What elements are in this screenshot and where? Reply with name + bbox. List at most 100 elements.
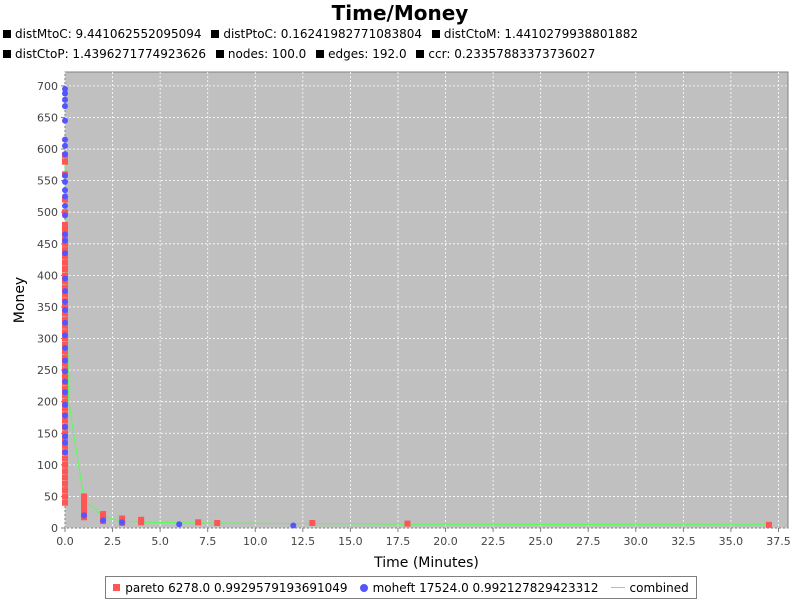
pareto-point [81, 493, 88, 500]
subtitle-row-1: distMtoC: 9.441062552095094 distPtoC: 0.… [3, 27, 644, 41]
pareto-point [62, 247, 68, 254]
moheft-point [62, 142, 68, 149]
moheft-point [62, 178, 68, 185]
subtitle-row-2: distCtoP: 1.4396271774923626 nodes: 100.… [3, 47, 601, 61]
pareto-point [81, 496, 88, 503]
moheft-point [62, 298, 68, 305]
y-tick-label: 200 [37, 396, 58, 409]
moheft-point [62, 117, 68, 124]
moheft-point [62, 193, 68, 200]
moheft-point [62, 275, 68, 282]
moheft-point [100, 517, 107, 524]
x-tick-label: 37.5 [766, 535, 791, 548]
pareto-point [81, 509, 88, 516]
legend-entry-moheft: moheft 17524.0 0.992127829423312 [359, 581, 599, 595]
moheft-point [62, 250, 68, 257]
pareto-point [62, 272, 68, 279]
moheft-point [81, 512, 88, 519]
moheft-point [62, 357, 68, 364]
pareto-point [62, 259, 68, 266]
x-tick-label: 25.0 [528, 535, 553, 548]
moheft-point [62, 449, 68, 456]
pareto-point [62, 196, 68, 203]
y-tick-label: 100 [37, 459, 58, 472]
moheft-point [62, 319, 68, 326]
pareto-point [214, 519, 221, 526]
pareto-point [62, 398, 68, 405]
x-tick-label: 12.5 [291, 535, 316, 548]
pareto-point [62, 278, 68, 285]
pareto-point [62, 221, 68, 228]
pareto-point [81, 499, 88, 506]
moheft-point [62, 202, 68, 209]
x-tick-label: 10.0 [243, 535, 268, 548]
pareto-point [62, 240, 68, 247]
pareto-point [62, 322, 68, 329]
pareto-point [62, 225, 68, 231]
moheft-point [62, 212, 68, 219]
pareto-point [404, 520, 411, 527]
y-tick-label: 0 [51, 522, 58, 535]
pareto-point [62, 158, 68, 165]
moheft-point [62, 307, 68, 314]
moheft-point [62, 90, 68, 97]
x-tick-label: 15.0 [338, 535, 363, 548]
y-tick-label: 400 [37, 269, 58, 282]
legend: pareto 6278.0 0.9929579193691049 moheft … [105, 576, 697, 599]
y-tick-label: 700 [37, 80, 58, 93]
moheft-point [62, 378, 68, 385]
x-tick-label: 17.5 [386, 535, 411, 548]
pareto-point [62, 474, 68, 481]
chart-title: Time/Money [331, 1, 469, 25]
moheft-point [62, 401, 68, 408]
pareto-point [62, 316, 68, 323]
pareto-point [62, 335, 68, 342]
x-tick-label: 7.5 [199, 535, 217, 548]
moheft-point [62, 433, 68, 440]
y-tick-label: 500 [37, 206, 58, 219]
pareto-point [62, 461, 68, 468]
x-axis-label: Time (Minutes) [373, 555, 479, 571]
y-tick-label: 150 [37, 427, 58, 440]
pareto-point [138, 519, 145, 526]
legend-entry-pareto: pareto 6278.0 0.9929579193691049 [113, 581, 348, 595]
subtitle-item: nodes: 100.0 [215, 47, 306, 61]
pareto-point [62, 234, 68, 241]
pareto-point [62, 499, 68, 506]
pareto-point [62, 430, 68, 437]
series-layer [62, 86, 772, 529]
pareto-point [62, 487, 68, 494]
x-tick-label: 5.0 [151, 535, 169, 548]
pareto-point [62, 417, 68, 424]
moheft-point [62, 136, 68, 143]
y-tick-label: 50 [44, 490, 58, 503]
pareto-point [62, 493, 68, 500]
x-tick-label: 35.0 [719, 535, 744, 548]
axes: 0.0 2.5 5.0 7.5 10.0 12.5 15.0 17.5 20.0 22.5 25.0… [37, 80, 791, 548]
moheft-point [62, 187, 68, 194]
moheft-point [62, 423, 68, 430]
subtitle-item: distCtoP: 1.4396271774923626 [3, 47, 206, 61]
pareto-point [62, 392, 68, 399]
moheft-point [62, 412, 68, 419]
pareto-point [81, 506, 88, 513]
pareto-point [62, 405, 68, 411]
moheft-point [62, 237, 68, 244]
x-tick-label: 20.0 [433, 535, 458, 548]
line-marker-icon [610, 587, 625, 588]
moheft-point [62, 231, 68, 238]
pareto-point [62, 209, 68, 216]
pareto-point [62, 354, 68, 361]
pareto-point [62, 285, 68, 291]
moheft-point [62, 96, 68, 103]
moheft-point [62, 332, 68, 339]
pareto-point [62, 480, 68, 487]
x-tick-label: 2.5 [104, 535, 122, 548]
x-tick-label: 27.5 [576, 535, 601, 548]
legend-entry-combined: combined [610, 581, 689, 595]
subtitle-item: distPtoC: 0.16241982771083804 [211, 27, 422, 41]
y-tick-label: 550 [37, 175, 58, 188]
moheft-point [62, 389, 68, 396]
square-marker-icon [113, 584, 121, 591]
